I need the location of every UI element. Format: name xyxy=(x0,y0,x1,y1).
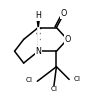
Text: O: O xyxy=(64,35,71,44)
Text: N: N xyxy=(35,47,41,56)
Text: Cl: Cl xyxy=(26,77,33,83)
Text: O: O xyxy=(61,9,67,18)
Text: Cl: Cl xyxy=(50,86,57,92)
Polygon shape xyxy=(37,16,40,28)
Text: H: H xyxy=(35,11,41,20)
Text: Cl: Cl xyxy=(74,76,81,82)
